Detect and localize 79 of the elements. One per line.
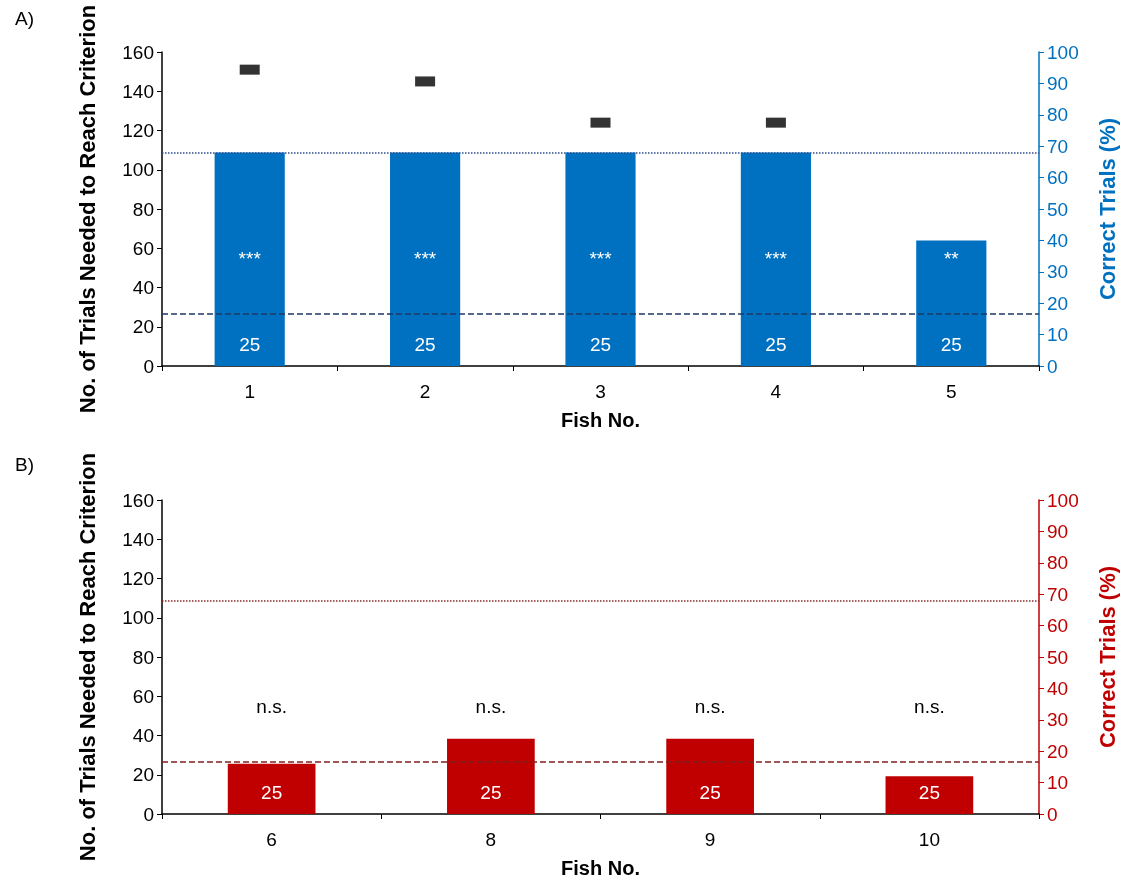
y2-tick-label: 20 [1047,292,1069,314]
x-tick-label: 4 [770,381,782,402]
y2-tick-label: 80 [1047,552,1069,574]
y-tick-label: 120 [122,568,154,589]
y-tick-label: 40 [132,277,154,298]
y2-tick-label: 70 [1047,583,1069,605]
annotation: 25 [765,333,787,355]
bar [885,776,974,814]
y-tick-label: 100 [122,159,154,181]
x-tick-label: 8 [485,829,497,850]
y-tick-label: 160 [122,489,154,511]
y-tick-label: 20 [132,764,154,786]
y-tick-label: 0 [143,355,154,377]
y-tick-label: 160 [122,41,154,63]
y2-tick-label: 90 [1047,72,1069,94]
y-tick-label: 20 [132,316,154,338]
y2-tick-label: 0 [1047,355,1058,377]
annotation: 25 [480,781,502,803]
y2-tick-label: 100 [1047,489,1079,511]
x-tick-label: 6 [266,829,277,850]
chart-title: B) [15,454,34,475]
annotation: n.s. [694,695,726,717]
y-tick-label: 0 [143,803,154,825]
y-tick-label: 40 [132,725,154,746]
annotation: 25 [261,781,283,803]
y-tick-label: 140 [122,80,154,102]
chart-title: A) [15,8,34,29]
bar [227,763,316,814]
annotation: 25 [918,781,940,803]
y-tick-label: 80 [132,198,154,220]
x-tick-label: 2 [419,381,431,402]
annotation: *** [764,247,788,269]
annotation: 25 [239,333,261,355]
x-tick-label: 10 [918,829,940,850]
y-tick-label: 140 [122,528,154,550]
x-tick-label: 5 [946,381,957,402]
y-tick-label: 120 [122,120,154,141]
annotation: 25 [414,333,436,355]
y2-tick-label: 90 [1047,520,1069,542]
annotation: 25 [699,781,721,803]
y2-tick-label: 70 [1047,135,1069,157]
x-axis-title: Fish No. [561,857,640,879]
bar [666,738,754,814]
annotation: 25 [589,333,612,355]
annotation: *** [589,247,613,269]
x-tick-label: 1 [244,381,255,402]
y2-tick-label: 100 [1047,41,1079,63]
x-tick-label: 9 [704,829,716,850]
y-tick-label: 60 [132,685,154,707]
y2-tick-label: 80 [1047,104,1069,126]
y-tick-label: 100 [122,607,154,629]
y2-axis-title: Correct Trials (%) [1094,117,1120,301]
y2-tick-label: 20 [1047,740,1069,762]
y2-tick-label: 60 [1047,167,1069,189]
x-axis-title: Fish No. [561,409,640,431]
annotation: n.s. [256,695,287,717]
y2-tick-label: 30 [1047,709,1069,731]
y-axis-title: No. of Trials Needed to Reach Criterion [74,452,100,862]
y2-tick-label: 30 [1047,261,1069,283]
y2-tick-label: 10 [1047,324,1069,346]
annotation: 25 [940,333,962,355]
y2-tick-label: 50 [1047,646,1069,668]
y-tick-label: 80 [132,646,154,668]
annotation: n.s. [914,695,945,717]
x-tick-label: 3 [595,381,606,402]
y2-tick-label: 40 [1047,229,1069,251]
annotation: ** [943,247,960,269]
annotation: *** [238,247,262,269]
y-axis-title: No. of Trials Needed to Reach Criterion [74,4,100,414]
y2-tick-label: 50 [1047,198,1069,220]
y2-tick-label: 0 [1047,803,1058,825]
y-tick-label: 60 [132,237,154,259]
y2-axis-title: Correct Trials (%) [1094,565,1120,749]
y2-tick-label: 40 [1047,677,1069,699]
y2-tick-label: 60 [1047,615,1069,637]
annotation: *** [414,247,437,269]
y2-tick-label: 10 [1047,772,1069,794]
bar [447,738,535,814]
annotation: n.s. [475,695,507,717]
